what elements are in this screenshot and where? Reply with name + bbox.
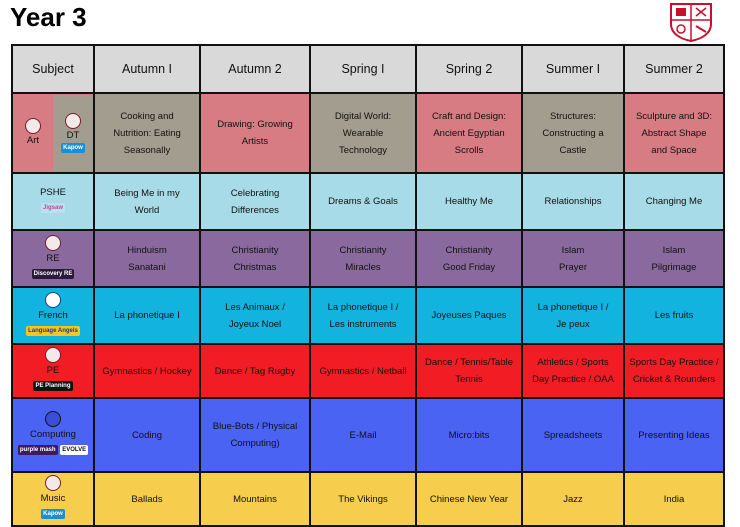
cell-music-5: Jazz <box>521 471 625 527</box>
kapow-music-logo: Kapow <box>41 509 65 520</box>
cell-art-dt-1: Cooking and Nutrition: Eating Seasonally <box>93 92 201 174</box>
cell-pshe-5: Relationships <box>521 172 625 231</box>
page-title: Year 3 <box>10 2 87 32</box>
cell-pshe-2: Celebrating Differences <box>199 172 311 231</box>
subject-label-french: French <box>38 309 68 321</box>
cell-pe-6: Sports Day Practice / Cricket & Rounders <box>623 343 725 399</box>
cell-re-5: Islam Prayer <box>521 229 625 288</box>
pe-planning-logo: PE Planning <box>33 381 73 392</box>
cell-re-4: Christianity Good Friday <box>415 229 523 288</box>
header-autumn-1: Autumn I <box>93 44 201 94</box>
language-angels-logo: Language Angels <box>26 325 80 336</box>
cell-computing-6: Presenting Ideas <box>623 397 725 473</box>
cell-pshe-4: Healthy Me <box>415 172 523 231</box>
discovery-re-logo: Discovery RE <box>31 268 75 279</box>
subject-computing: Computing purple mash EVOLVE <box>11 397 95 473</box>
cell-french-5: La phonetique I / Je peux <box>521 286 625 345</box>
cell-computing-3: E-Mail <box>309 397 417 473</box>
subject-label-pe: PE <box>46 365 60 376</box>
subject-label-pshe: PSHE <box>40 187 66 198</box>
cell-pshe-1: Being Me in my World <box>93 172 201 231</box>
subject-label-computing: Computing <box>30 429 76 440</box>
french-flag-icon <box>45 291 61 308</box>
cell-pshe-6: Changing Me <box>623 172 725 231</box>
row-music: Music Kapow Ballads Mountains The Viking… <box>11 471 725 527</box>
subject-french: French Language Angels <box>11 286 95 345</box>
school-crest-icon <box>670 3 712 42</box>
subject-label-dt: DT <box>66 130 80 141</box>
cell-pe-1: Gymnastics / Hockey <box>93 343 201 399</box>
pe-badge-icon <box>45 347 61 364</box>
cell-pe-5: Athletics / Sports Day Practice / OAA <box>521 343 625 399</box>
cell-re-6: Islam Pilgrimage <box>623 229 725 288</box>
cell-music-3: The Vikings <box>309 471 417 527</box>
music-badge-icon <box>45 475 61 492</box>
row-pe: PE PE Planning Gymnastics / Hockey Dance… <box>11 343 725 399</box>
row-art-dt: Art DT Kapow Cooking and Nutrition: Eati… <box>11 92 725 174</box>
row-pshe: PSHE Jigsaw Being Me in my World Celebra… <box>11 172 725 231</box>
header-spring-2: Spring 2 <box>415 44 523 94</box>
cell-computing-2: Blue-Bots / Physical Computing) <box>199 397 311 473</box>
cell-re-1: Hinduism Sanatani <box>93 229 201 288</box>
cell-french-3: La phonetique I / Les instruments <box>309 286 417 345</box>
row-re: RE Discovery RE Hinduism Sanatani Christ… <box>11 229 725 288</box>
cell-music-2: Mountains <box>199 471 311 527</box>
cell-french-1: La phonetique I <box>93 286 201 345</box>
cell-computing-4: Micro:bits <box>415 397 523 473</box>
cell-re-2: Christianity Christmas <box>199 229 311 288</box>
header-spring-1: Spring I <box>309 44 417 94</box>
cell-art-dt-6: Sculpture and 3D: Abstract Shape and Spa… <box>623 92 725 174</box>
header-autumn-2: Autumn 2 <box>199 44 311 94</box>
cell-computing-5: Spreadsheets <box>521 397 625 473</box>
subject-label-art: Art <box>26 135 40 146</box>
cell-french-4: Joyeuses Paques <box>415 286 523 345</box>
cell-pe-2: Dance / Tag Rugby <box>199 343 311 399</box>
subject-re: RE Discovery RE <box>11 229 95 288</box>
cell-pe-4: Dance / Tennis/Table Tennis <box>415 343 523 399</box>
cell-re-3: Christianity Miracles <box>309 229 417 288</box>
cell-pe-3: Gymnastics / Netball <box>309 343 417 399</box>
cell-art-dt-3: Digital World: Wearable Technology <box>309 92 417 174</box>
cell-french-2: Les Animaux / Joyeux Noel <box>199 286 311 345</box>
header-summer-1: Summer I <box>521 44 625 94</box>
cell-art-dt-2: Drawing: Growing Artists <box>199 92 311 174</box>
header-subject: Subject <box>11 44 95 94</box>
subject-label-music: Music <box>40 493 66 504</box>
kapow-logo: Kapow <box>61 143 85 153</box>
evolve-logo: EVOLVE <box>60 445 89 456</box>
row-french: French Language Angels La phonetique I L… <box>11 286 725 345</box>
cell-art-dt-5: Structures: Constructing a Castle <box>521 92 625 174</box>
cell-music-4: Chinese New Year <box>415 471 523 527</box>
header-row: Subject Autumn I Autumn 2 Spring I Sprin… <box>11 44 725 94</box>
subject-pe: PE PE Planning <box>11 343 95 399</box>
cell-computing-1: Coding <box>93 397 201 473</box>
row-computing: Computing purple mash EVOLVE Coding Blue… <box>11 397 725 473</box>
cell-pshe-3: Dreams & Goals <box>309 172 417 231</box>
subject-music: Music Kapow <box>11 471 95 527</box>
purple-mash-logo: purple mash <box>17 445 58 456</box>
curriculum-table: Subject Autumn I Autumn 2 Spring I Sprin… <box>11 44 725 527</box>
cell-french-6: Les fruits <box>623 286 725 345</box>
dt-badge-icon <box>65 113 81 129</box>
subject-pshe: PSHE Jigsaw <box>11 172 95 231</box>
header-summer-2: Summer 2 <box>623 44 725 94</box>
subject-label-re: RE <box>46 252 60 264</box>
cell-art-dt-4: Craft and Design: Ancient Egyptian Scrol… <box>415 92 523 174</box>
computing-badge-icon <box>45 411 61 428</box>
art-badge-icon <box>25 118 41 134</box>
re-badge-icon <box>45 234 61 251</box>
jigsaw-logo: Jigsaw <box>40 203 65 214</box>
cell-music-1: Ballads <box>93 471 201 527</box>
subject-art-dt: Art DT Kapow <box>11 92 95 174</box>
cell-music-6: India <box>623 471 725 527</box>
